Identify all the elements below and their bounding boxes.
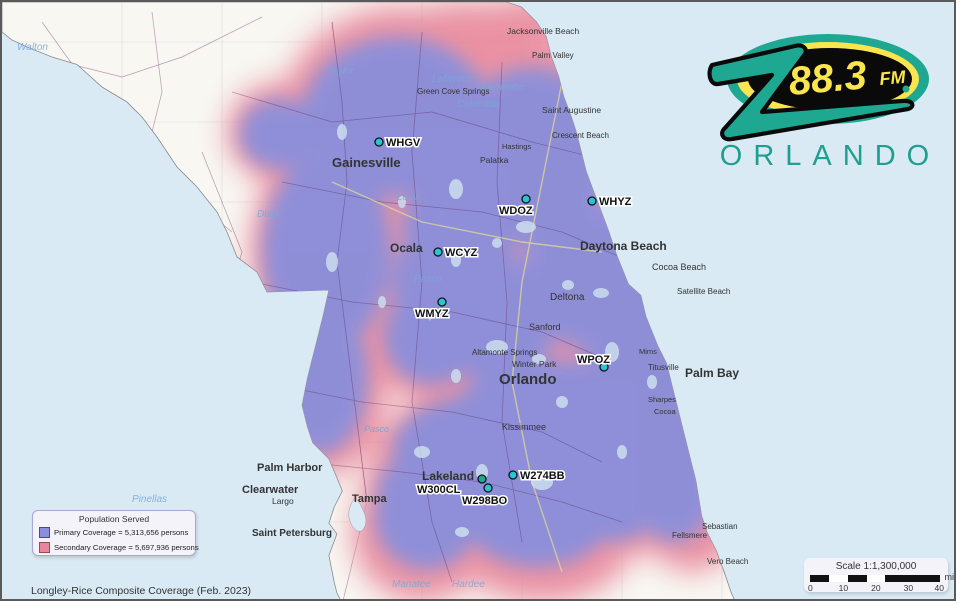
svg-text:Gainesville: Gainesville xyxy=(332,155,401,170)
svg-text:WDOZ: WDOZ xyxy=(499,205,533,217)
svg-text:Cocoa Beach: Cocoa Beach xyxy=(652,262,706,272)
svg-text:Tampa: Tampa xyxy=(352,493,388,505)
svg-text:Palatka: Palatka xyxy=(480,155,509,165)
svg-text:Levy: Levy xyxy=(397,192,419,203)
svg-text:Titusville: Titusville xyxy=(648,363,679,372)
svg-text:Pasco: Pasco xyxy=(364,424,389,434)
svg-text:WPOZ: WPOZ xyxy=(577,354,610,366)
svg-text:Vero Beach: Vero Beach xyxy=(707,557,748,566)
svg-text:Pasco: Pasco xyxy=(414,274,442,285)
svg-text:Hardee: Hardee xyxy=(452,579,485,590)
svg-text:Palm Bay: Palm Bay xyxy=(685,366,739,380)
svg-text:WCYZ: WCYZ xyxy=(445,247,478,259)
svg-text:Clearwater: Clearwater xyxy=(242,484,299,496)
svg-text:Satellite Beach: Satellite Beach xyxy=(677,287,730,296)
svg-text:Cocoa: Cocoa xyxy=(654,407,677,416)
svg-text:Palm Valley: Palm Valley xyxy=(532,51,574,60)
svg-text:Kissimmee: Kissimmee xyxy=(502,422,546,432)
svg-text:FM: FM xyxy=(879,67,908,89)
svg-text:Lafayette: Lafayette xyxy=(432,74,474,85)
svg-text:88.3: 88.3 xyxy=(787,53,868,104)
svg-text:W274BB: W274BB xyxy=(520,470,565,482)
svg-text:Taylor: Taylor xyxy=(327,66,355,77)
svg-text:Lakeland: Lakeland xyxy=(422,469,474,483)
svg-text:Orlando: Orlando xyxy=(499,371,557,388)
svg-text:Deltona: Deltona xyxy=(550,292,585,303)
svg-text:Saint Petersburg: Saint Petersburg xyxy=(252,528,332,539)
svg-text:Hastings: Hastings xyxy=(502,142,531,151)
svg-text:Altamonte Springs: Altamonte Springs xyxy=(472,348,537,357)
svg-text:WHYZ: WHYZ xyxy=(599,196,632,208)
svg-text:W298BO: W298BO xyxy=(462,495,508,507)
svg-text:Sanford: Sanford xyxy=(529,322,561,332)
svg-text:Ocala: Ocala xyxy=(390,241,423,255)
svg-text:Walton: Walton xyxy=(17,42,48,53)
svg-text:ORLANDO: ORLANDO xyxy=(720,140,940,172)
svg-text:Daytona Beach: Daytona Beach xyxy=(580,239,667,253)
svg-text:WMYZ: WMYZ xyxy=(415,308,449,320)
svg-text:Largo: Largo xyxy=(272,496,294,506)
svg-text:W300CL: W300CL xyxy=(417,484,461,496)
svg-text:Dixie: Dixie xyxy=(257,209,280,220)
svg-text:Sebastian: Sebastian xyxy=(702,522,738,531)
svg-text:Fellsmere: Fellsmere xyxy=(672,531,708,540)
svg-text:WHGV: WHGV xyxy=(386,137,421,149)
svg-text:Saint Augustine: Saint Augustine xyxy=(542,105,601,115)
svg-text:Palm Harbor: Palm Harbor xyxy=(257,462,323,474)
svg-text:Mims: Mims xyxy=(639,347,657,356)
svg-text:Winter Park: Winter Park xyxy=(512,359,557,369)
svg-text:Jacksonville Beach: Jacksonville Beach xyxy=(507,26,580,36)
svg-text:Crescent Beach: Crescent Beach xyxy=(552,131,609,140)
svg-text:Sharpes: Sharpes xyxy=(648,395,676,404)
svg-text:Manatee: Manatee xyxy=(392,579,431,590)
svg-text:Pinellas: Pinellas xyxy=(132,494,167,505)
svg-text:Green Cove Springs: Green Cove Springs xyxy=(417,87,489,96)
svg-text:Columbia: Columbia xyxy=(457,99,500,110)
